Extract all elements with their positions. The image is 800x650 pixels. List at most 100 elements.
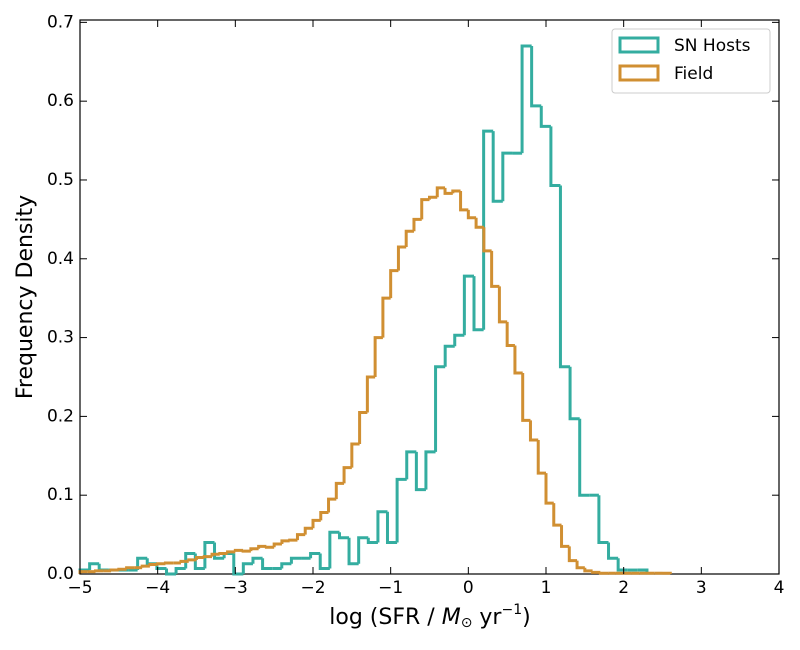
histogram-bin (233, 548, 244, 552)
legend-swatch (618, 64, 660, 82)
histogram-bin (472, 276, 484, 332)
histogram-bin (598, 571, 609, 575)
histogram-bin (309, 552, 321, 559)
y-tick-label: 0.7 (47, 12, 74, 32)
histogram-bin (241, 562, 253, 574)
histogram-bin (575, 560, 585, 570)
histogram-bin (560, 525, 570, 548)
histogram-bin (327, 497, 337, 513)
histogram-bin (365, 375, 376, 413)
histogram-bin (424, 450, 436, 490)
y-tick-label: 0.2 (47, 406, 74, 426)
histogram-bin (434, 365, 446, 452)
histogram-bin (597, 495, 609, 544)
legend-frame (611, 28, 771, 94)
histogram-bin (443, 344, 455, 367)
histogram-bin (568, 366, 580, 421)
histogram-bin (125, 566, 135, 570)
histogram-bin (165, 568, 177, 576)
histogram-bin (226, 550, 236, 554)
y-tick-label: 0.4 (47, 249, 74, 269)
histogram-bin (195, 555, 205, 560)
histogram-bin (389, 269, 399, 299)
histogram-bin (350, 442, 360, 468)
histogram-bin (520, 44, 532, 154)
histogram-bin (328, 530, 340, 569)
histogram-bin (257, 544, 267, 549)
histogram-bin (232, 553, 244, 576)
histogram-bin (578, 418, 590, 497)
histogram-bin (280, 562, 292, 569)
histogram-bin (459, 191, 469, 212)
histogram-bin (466, 209, 477, 220)
x-label-part: log (SFR / (329, 605, 441, 630)
y-axis-label: Frequency Density (13, 195, 38, 399)
histogram-bin (528, 420, 539, 442)
histogram-bin (501, 151, 513, 202)
legend: SN Hosts Field (611, 28, 771, 94)
histogram-bin (435, 186, 446, 198)
histogram-bin (490, 250, 500, 288)
histogram-bin (443, 187, 453, 195)
histogram-bin (482, 227, 492, 253)
histogram-bin (357, 536, 369, 564)
histogram-bin (347, 537, 359, 566)
legend-swatch (618, 36, 660, 54)
x-axis-label: log (SFR / M⊙ yr−1) (329, 602, 530, 631)
x-tick-label: 2 (618, 578, 629, 598)
histogram-bin (404, 229, 414, 247)
histogram-bin (289, 556, 302, 564)
histogram-bin (148, 563, 158, 567)
histogram-bin (376, 510, 388, 543)
x-tick-label: 0 (463, 578, 474, 598)
histogram-bin (337, 532, 350, 540)
histogram-bin (334, 481, 345, 500)
x-label-part: ⊙ (461, 615, 473, 631)
histogram-bin (462, 274, 475, 336)
histogram-bin (505, 321, 515, 347)
histogram-bin (280, 539, 290, 545)
legend-label: Field (674, 64, 713, 84)
histogram-bin (591, 570, 601, 574)
histogram-bin (174, 566, 186, 574)
histogram-bin (210, 552, 220, 557)
histogram-bin (264, 545, 275, 549)
histogram-bin (412, 217, 422, 232)
histogram-bin (616, 558, 628, 572)
histogram-bin (342, 466, 352, 484)
histogram-bin (381, 296, 391, 338)
histogram-bin (396, 245, 407, 271)
histogram-bin (218, 552, 228, 556)
histogram-bin (607, 542, 619, 560)
histogram-bin (549, 126, 561, 187)
histogram-bin (179, 559, 189, 563)
histogram-bin (88, 562, 100, 571)
histogram-bin (97, 563, 109, 572)
histogram-bin (311, 518, 321, 529)
histogram-bin (428, 195, 438, 200)
histogram-bin (156, 562, 166, 566)
histogram-bin (521, 373, 531, 422)
histogram-bin (544, 473, 554, 505)
histogram-bin (288, 538, 298, 542)
histogram-bin (241, 549, 251, 553)
x-tick-label: 3 (696, 578, 707, 598)
y-tick-label: 0.3 (47, 328, 74, 348)
x-tick-label: −5 (67, 578, 92, 598)
plot-frame (79, 19, 780, 575)
histogram-bin (202, 555, 213, 559)
histogram-bin (319, 511, 329, 521)
histogram-bin (662, 571, 672, 575)
histogram-bin (453, 333, 465, 347)
histogram-bin (414, 451, 426, 492)
histogram-bin (366, 537, 378, 544)
histogram-bin (451, 189, 461, 194)
histogram-bin (318, 553, 330, 570)
histogram-bin (530, 46, 542, 108)
y-tick-label: 0.6 (47, 91, 74, 111)
histogram-bin (203, 540, 215, 569)
y-tick-label: 0.0 (47, 564, 74, 584)
histogram-bin (163, 561, 174, 565)
histogram-bin (213, 542, 225, 560)
